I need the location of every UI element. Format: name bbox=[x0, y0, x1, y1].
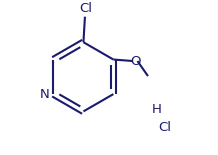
Text: H: H bbox=[152, 103, 162, 116]
Text: O: O bbox=[130, 55, 140, 68]
Text: Cl: Cl bbox=[79, 2, 92, 15]
Text: N: N bbox=[40, 88, 50, 101]
Text: Cl: Cl bbox=[158, 121, 171, 134]
